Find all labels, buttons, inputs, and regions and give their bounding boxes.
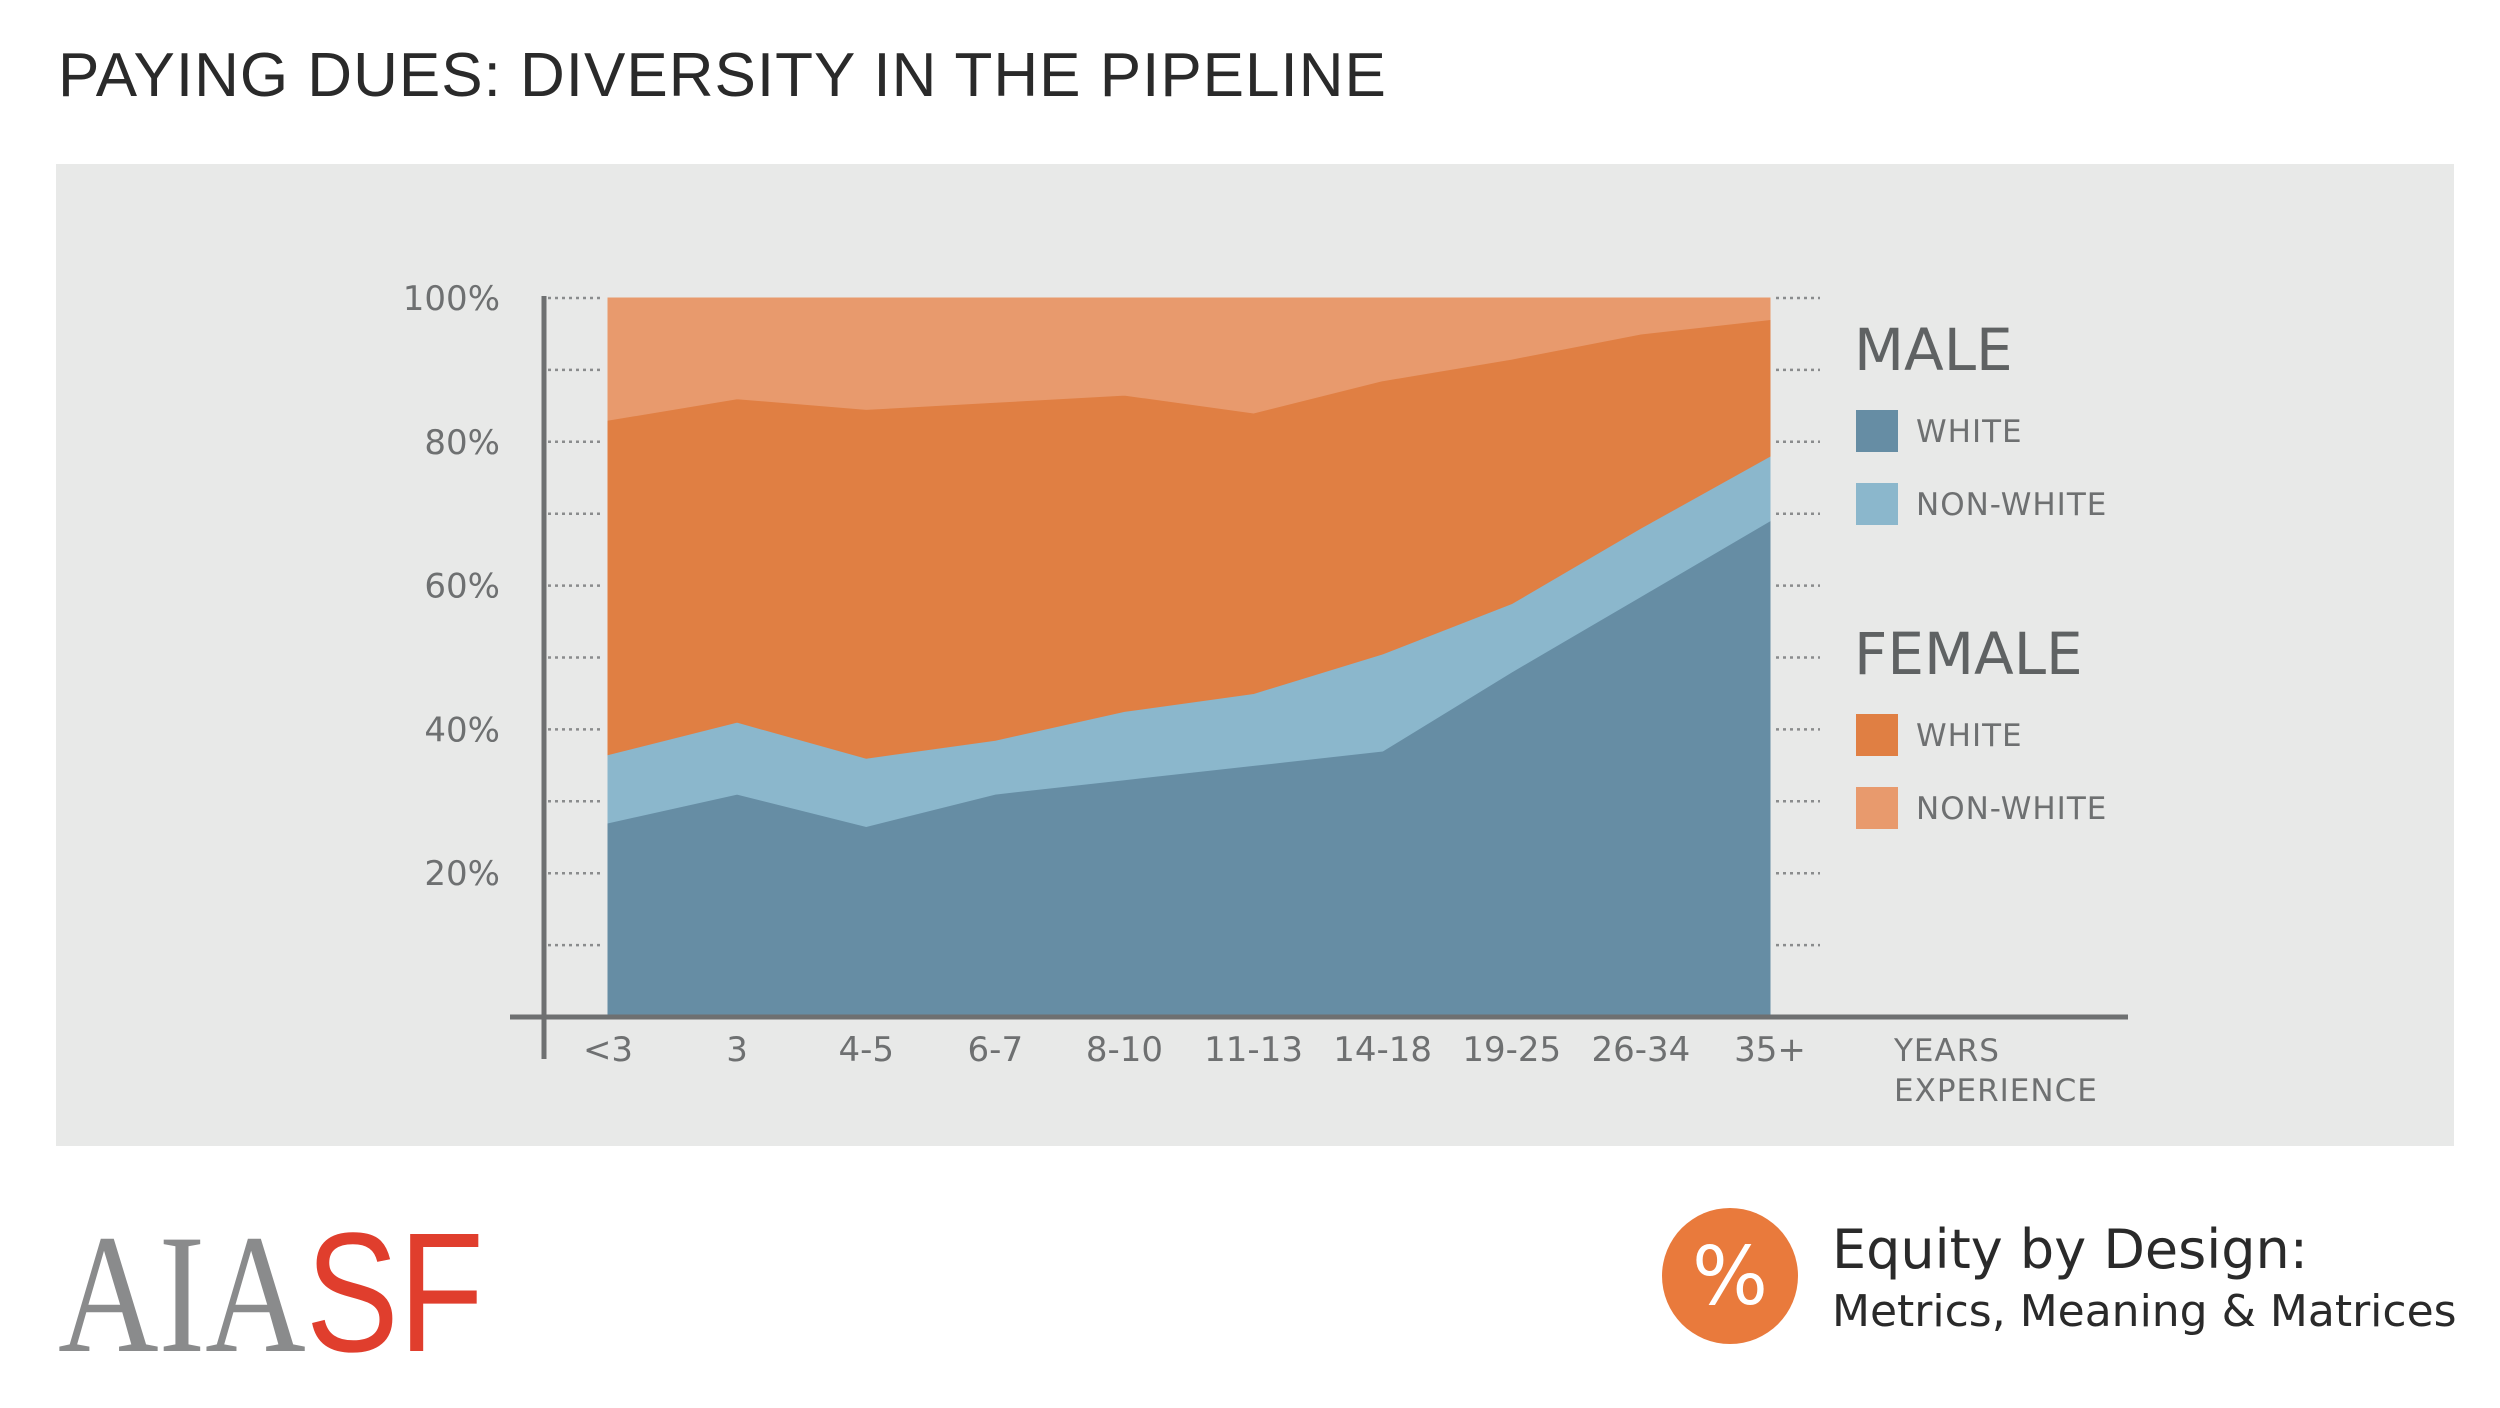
legend-swatch bbox=[1856, 787, 1898, 829]
area-female-non-white bbox=[607, 297, 1771, 421]
x-tick-label: 4-5 bbox=[838, 1030, 894, 1070]
legend-item-label: WHITE bbox=[1916, 718, 2023, 754]
chart-areas bbox=[607, 297, 1771, 1018]
legend-swatch bbox=[1856, 714, 1898, 756]
chart-svg: 20% 40% 60% 80% 100% <3 3 4-5 6-7 8-10 11-13 14-18… bbox=[403, 279, 2128, 1109]
x-tick-label: 6-7 bbox=[968, 1030, 1024, 1070]
equity-subtitle: Metrics, Meaning & Matrices bbox=[1832, 1286, 2457, 1337]
chart-axes bbox=[510, 296, 2128, 1059]
y-tick-labels: 20% 40% 60% 80% 100% bbox=[403, 279, 500, 894]
legend-swatch bbox=[1856, 410, 1898, 452]
x-tick-label: <3 bbox=[583, 1030, 633, 1070]
percent-symbol: % bbox=[1691, 1229, 1768, 1323]
equity-title: Equity by Design: bbox=[1832, 1218, 2308, 1281]
legend-swatch bbox=[1856, 483, 1898, 525]
y-tick-label: 20% bbox=[424, 854, 500, 894]
aiasf-logo: AIASF bbox=[58, 1208, 484, 1379]
x-tick-label: 26-34 bbox=[1591, 1030, 1690, 1070]
gridlines bbox=[548, 296, 1820, 947]
legend-item-label: NON-WHITE bbox=[1916, 791, 2107, 827]
logo-sf-text: SF bbox=[305, 1198, 484, 1388]
x-axis-label-line: YEARS bbox=[1893, 1033, 2000, 1069]
x-tick-label: 19-25 bbox=[1462, 1030, 1561, 1070]
legend-item-label: NON-WHITE bbox=[1916, 487, 2107, 523]
legend-item-label: WHITE bbox=[1916, 414, 2023, 450]
y-tick-label: 60% bbox=[424, 567, 500, 607]
chart-panel: 20% 40% 60% 80% 100% <3 3 4-5 6-7 8-10 11-13 14-18… bbox=[56, 164, 2454, 1146]
x-tick-labels: <3 3 4-5 6-7 8-10 11-13 14-18 19-25 26-34 35+ bbox=[583, 1030, 1806, 1070]
y-tick-label: 40% bbox=[424, 710, 500, 750]
legend-group-male: MALE bbox=[1854, 316, 2013, 384]
x-axis-label: YEARS EXPERIENCE bbox=[1893, 1033, 2098, 1109]
percent-badge-icon: % bbox=[1662, 1208, 1798, 1344]
x-tick-label: 8-10 bbox=[1086, 1030, 1163, 1070]
legend: MALE WHITE NON-WHITE FEMALE WHITE NON-WHITE bbox=[1854, 316, 2107, 829]
y-tick-label: 80% bbox=[424, 423, 500, 463]
x-tick-label: 11-13 bbox=[1204, 1030, 1303, 1070]
x-axis-label-line: EXPERIENCE bbox=[1894, 1073, 2098, 1109]
logo-aia-text: AIA bbox=[58, 1200, 306, 1388]
x-tick-label: 3 bbox=[726, 1030, 748, 1070]
page-title: PAYING DUES: DIVERSITY IN THE PIPELINE bbox=[58, 41, 1387, 110]
x-tick-label: 14-18 bbox=[1333, 1030, 1432, 1070]
x-tick-label: 35+ bbox=[1734, 1030, 1806, 1070]
y-tick-label: 100% bbox=[403, 279, 500, 319]
legend-group-female: FEMALE bbox=[1854, 620, 2083, 688]
